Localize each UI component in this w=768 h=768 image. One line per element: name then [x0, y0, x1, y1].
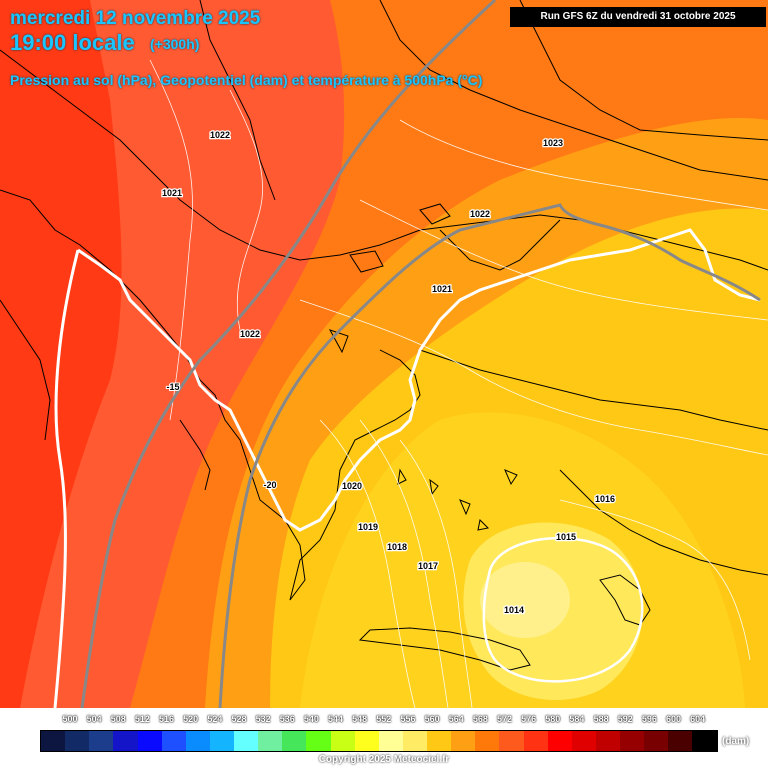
legend-labels: 500 504 508 512 516 520 524 528 532 536 540 544 548 5… — [40, 712, 716, 728]
isobar-1014 — [482, 536, 644, 683]
legend-value-label: 540 — [303, 714, 319, 724]
legend-swatch — [595, 731, 620, 751]
legend-value-label: 504 — [86, 714, 102, 724]
legend-swatch — [65, 731, 90, 751]
temperature-label: -20 — [263, 480, 276, 490]
legend-swatch — [330, 731, 355, 751]
legend-value-label: 512 — [134, 714, 150, 724]
isobars — [149, 59, 768, 708]
legend-value-label: 604 — [690, 714, 706, 724]
legend-swatch — [209, 731, 234, 751]
legend-value-label: 576 — [521, 714, 537, 724]
legend-bar — [40, 730, 718, 752]
legend-swatch — [547, 731, 572, 751]
pressure-label: 1019 — [358, 522, 378, 532]
legend-swatch — [571, 731, 596, 751]
temperature-label: -15 — [166, 382, 179, 392]
pressure-label: 1021 — [432, 284, 452, 294]
legend-swatch — [306, 731, 331, 751]
legend-value-label: 556 — [400, 714, 416, 724]
geopotential-line — [77, 228, 761, 532]
legend-value-label: 592 — [617, 714, 633, 724]
pressure-label: 1018 — [387, 542, 407, 552]
legend-value-label: 520 — [183, 714, 199, 724]
pressure-label: 1022 — [210, 130, 230, 140]
legend-value-label: 588 — [593, 714, 609, 724]
pressure-label: 1017 — [418, 561, 438, 571]
legend-value-label: 508 — [110, 714, 126, 724]
pressure-label: 1015 — [556, 532, 576, 542]
legend-value-label: 580 — [545, 714, 561, 724]
legend-swatch — [282, 731, 307, 751]
legend-value-label: 552 — [376, 714, 392, 724]
legend-swatch — [523, 731, 548, 751]
isotherm-minus20 — [218, 203, 761, 708]
legend-swatch — [161, 731, 186, 751]
pressure-label: 1016 — [595, 494, 615, 504]
legend-value-label: 544 — [328, 714, 344, 724]
legend-value-label: 516 — [159, 714, 175, 724]
legend-swatch — [378, 731, 403, 751]
legend-swatch — [499, 731, 524, 751]
band-548 — [480, 562, 570, 638]
legend-swatch — [258, 731, 283, 751]
forecast-lead-time: (+300h) — [150, 36, 200, 52]
legend-value-label: 528 — [231, 714, 247, 724]
legend-swatch — [475, 731, 500, 751]
legend-unit: (dam) — [722, 736, 750, 747]
legend-swatch — [137, 731, 162, 751]
legend-value-label: 600 — [665, 714, 682, 724]
legend-swatch — [89, 731, 114, 751]
coastlines — [0, 0, 768, 671]
legend-swatch — [620, 731, 645, 751]
legend-value-label: 500 — [62, 714, 78, 724]
legend-value-label: 564 — [448, 714, 464, 724]
legend-value-label: 532 — [255, 714, 271, 724]
legend-swatch — [427, 731, 452, 751]
legend-swatch — [402, 731, 427, 751]
legend-value-label: 584 — [569, 714, 585, 724]
legend-swatch — [668, 731, 693, 751]
legend-value-label: 560 — [424, 714, 440, 724]
legend-value-label: 548 — [352, 714, 368, 724]
legend-swatch — [185, 731, 210, 751]
geopotential-line-west — [53, 249, 80, 708]
legend-swatch — [234, 731, 259, 751]
pressure-label: 1023 — [543, 138, 563, 148]
legend-swatch — [451, 731, 476, 751]
isotherm-minus15 — [80, 0, 497, 708]
color-legend: 500 504 508 512 516 520 524 528 532 536 540 544 548 5… — [40, 712, 718, 752]
map-subtitle: Pression au sol (hPa), Geopotentiel (dam… — [10, 72, 483, 88]
pressure-label: 1021 — [162, 188, 182, 198]
legend-swatch — [644, 731, 669, 751]
legend-value-label: 568 — [472, 714, 488, 724]
forecast-date: mercredi 12 novembre 2025 — [10, 8, 261, 29]
pressure-label: 1022 — [470, 209, 490, 219]
legend-value-label: 536 — [279, 714, 295, 724]
legend-value-label: 596 — [641, 714, 657, 724]
legend-swatch — [113, 731, 138, 751]
legend-swatch — [692, 731, 717, 751]
copyright: Copyright 2025 Meteociel.fr — [318, 754, 450, 765]
pressure-label: 1022 — [240, 329, 260, 339]
legend-value-label: 572 — [497, 714, 513, 724]
run-info-badge: Run GFS 6Z du vendredi 31 octobre 2025 — [510, 7, 766, 27]
pressure-label: 1014 — [504, 605, 524, 615]
legend-value-label: 524 — [207, 714, 223, 724]
legend-swatch — [41, 731, 66, 751]
forecast-time: 19:00 locale — [10, 30, 135, 55]
legend-swatch — [354, 731, 379, 751]
pressure-label: 1020 — [342, 481, 362, 491]
